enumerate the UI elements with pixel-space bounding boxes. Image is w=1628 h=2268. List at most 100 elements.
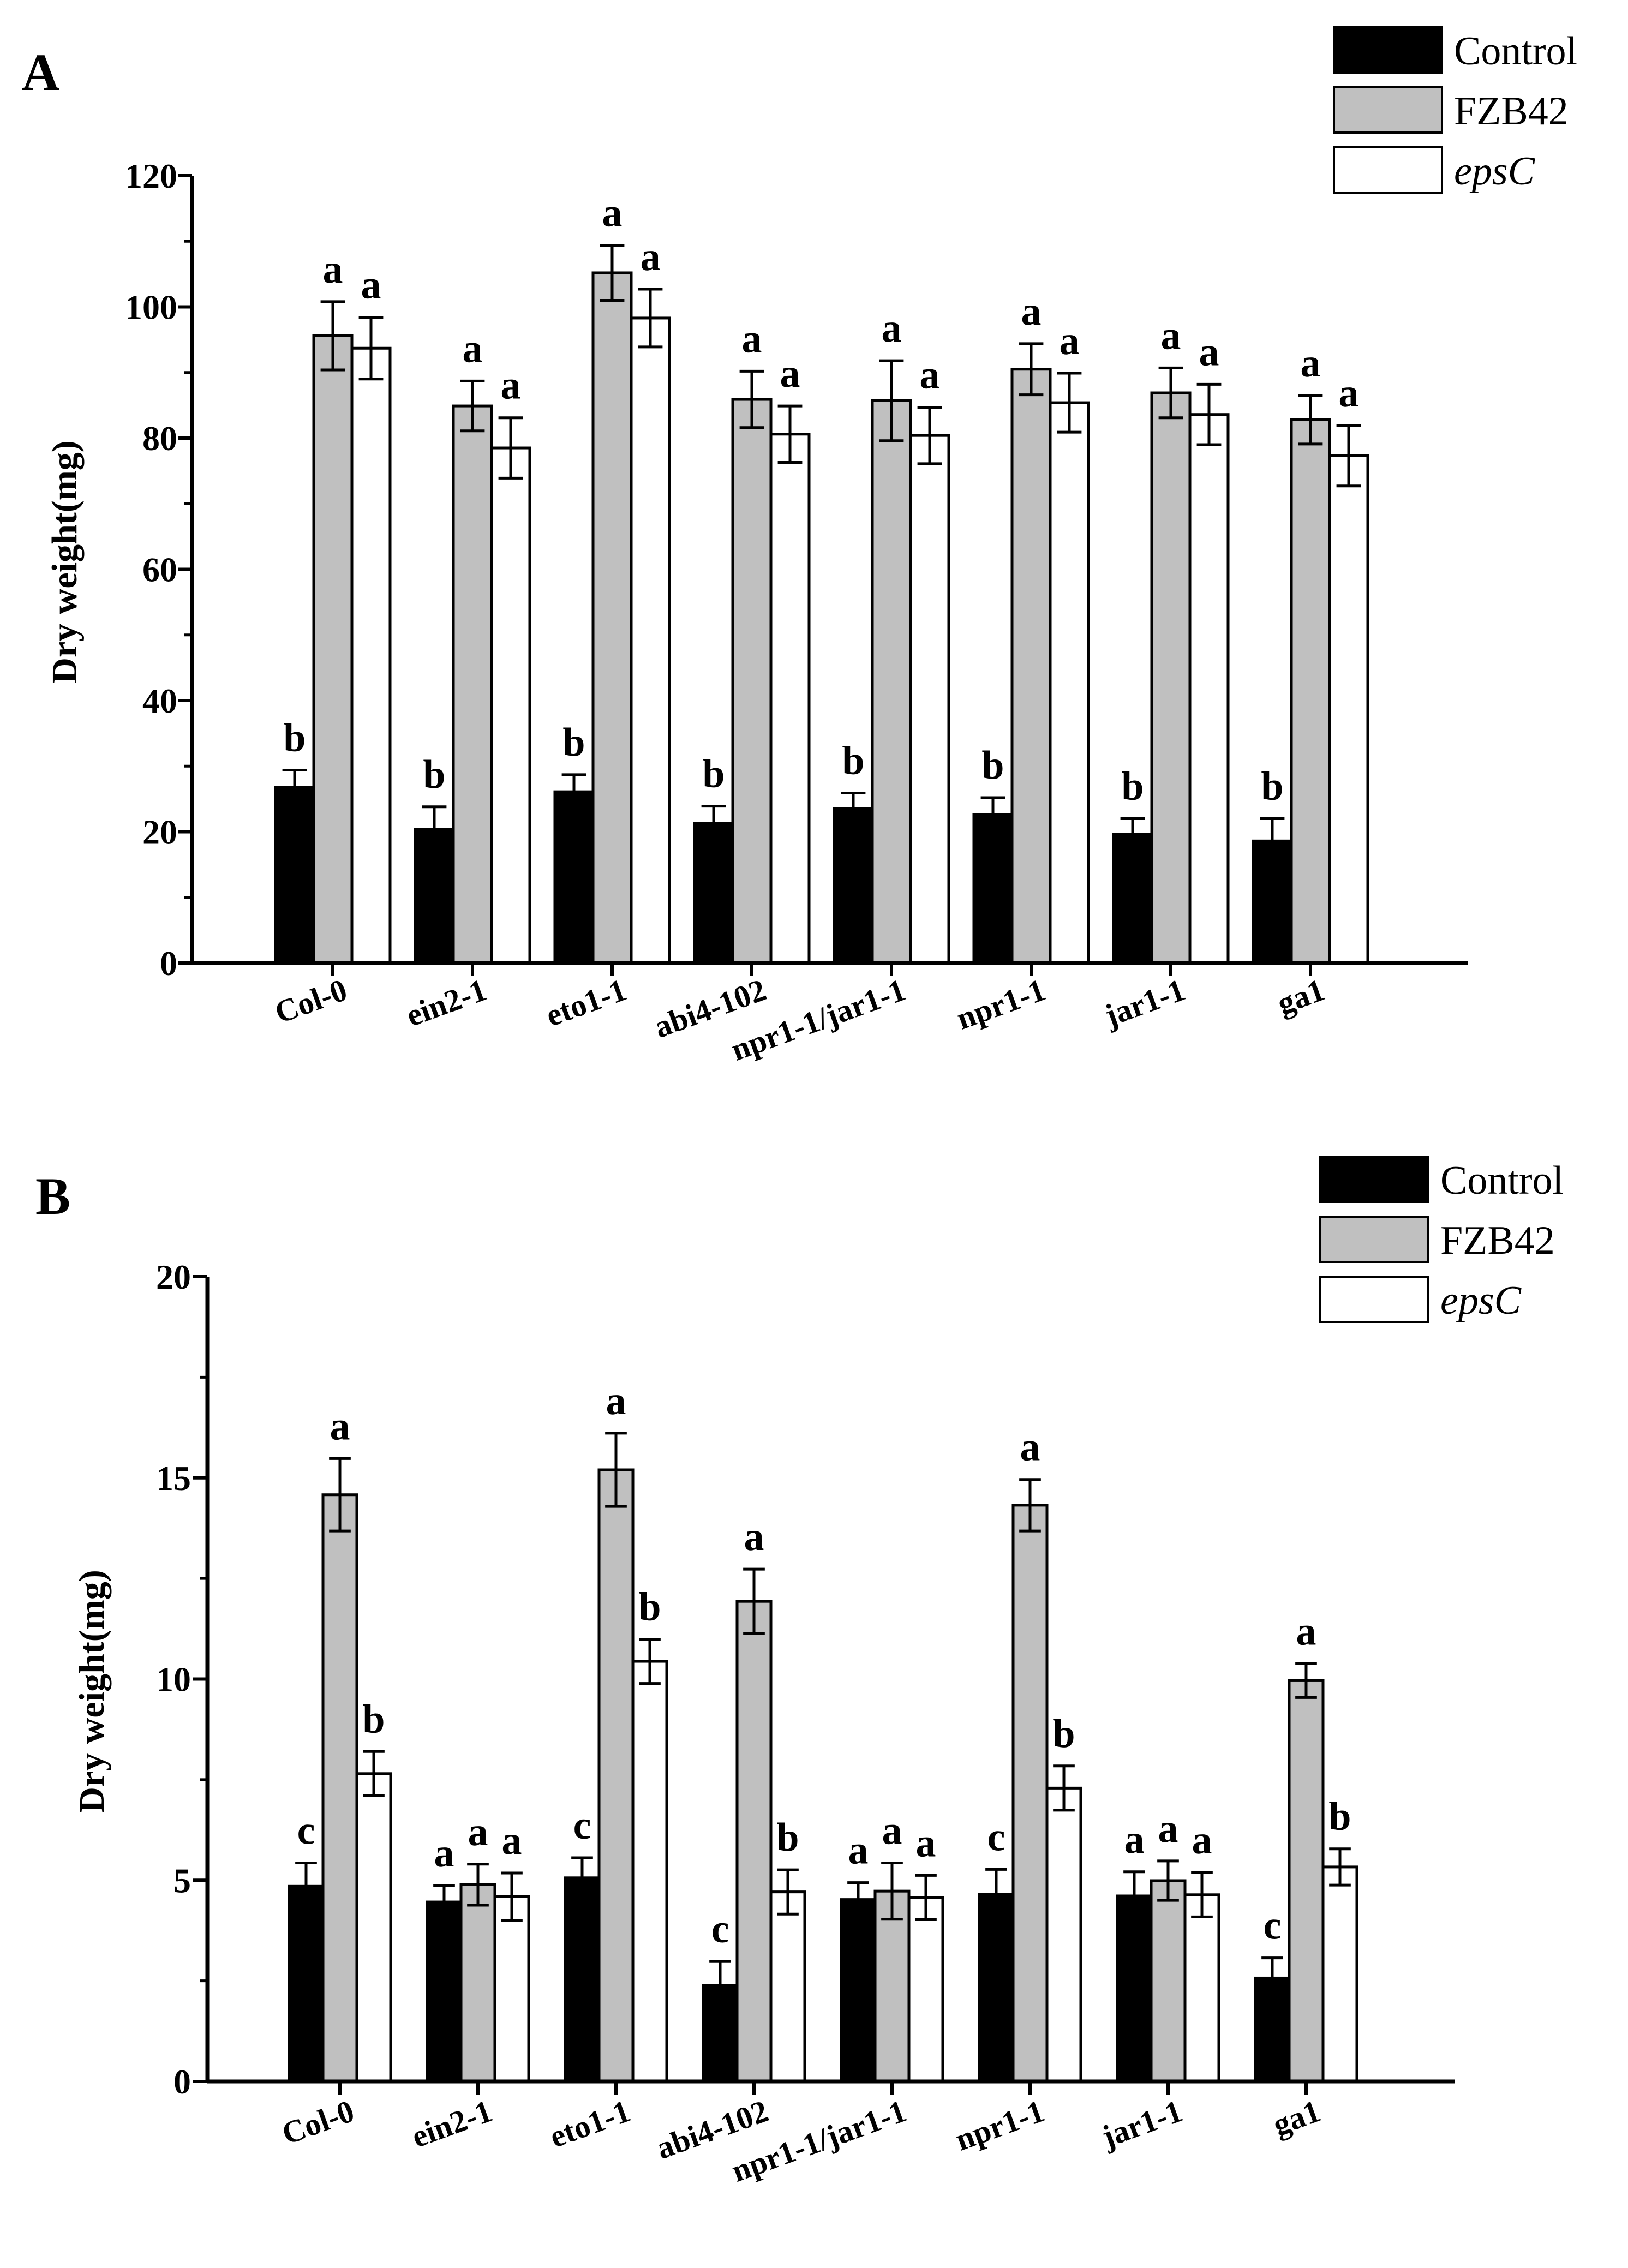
panel-a-label: A: [22, 43, 59, 101]
panel-b: B Control FZB42 epsC Dry weight(mg) 0 5 10…: [35, 1156, 1564, 2189]
panel-a-sig-letter-control-2: b: [562, 720, 585, 765]
panel-a-sig-letter-fzb42-3: a: [742, 316, 762, 361]
panel-a-sig-letter-epsc-7: a: [1339, 371, 1359, 416]
panel-b-bar-epsc-7: [1321, 1865, 1358, 2083]
legend-b-epsc-swatch: [1319, 1276, 1429, 1323]
panel-a-bar-fzb42-0: [312, 334, 354, 965]
panel-a-sig-letter-fzb42-6: a: [1161, 313, 1181, 358]
panel-b-bar-epsc-2: [631, 1660, 668, 2083]
panel-a-bar-epsc-3: [769, 433, 811, 965]
panel-b-y-axis-label: Dry weight(mg): [72, 1570, 112, 1812]
panel-b-sig-letter-epsc-3: b: [776, 1815, 799, 1860]
panel-b-bar-fzb42-7: [1288, 1679, 1325, 2083]
panel-b-bar-control-4: [840, 1898, 877, 2083]
panel-a-sig-letter-control-3: b: [702, 752, 725, 797]
panel-a-bar-control-3: [693, 822, 734, 965]
panel-b-sig-letter-control-0: c: [297, 1809, 315, 1853]
legend-b-control-label: Control: [1440, 1158, 1564, 1203]
panel-b-bar-epsc-0: [355, 1772, 392, 2083]
panel-b-category-label-6: jar1-1: [1097, 2093, 1187, 2155]
panel-a-sig-letter-fzb42-5: a: [1021, 289, 1042, 334]
panel-a-y-tick-label-6: 120: [125, 157, 177, 195]
panel-a-bar-epsc-0: [350, 346, 392, 965]
panel-a-sig-letter-control-6: b: [1121, 764, 1144, 809]
panel-b-category-label-7: ga1: [1268, 2093, 1325, 2143]
legend-a-control-label: Control: [1454, 29, 1577, 74]
panel-a-sig-letter-control-1: b: [423, 752, 445, 797]
panel-b-sig-letter-control-6: a: [1124, 1817, 1145, 1862]
panel-b-bar-control-0: [288, 1884, 325, 2083]
panel-a-sig-letter-epsc-4: a: [920, 352, 940, 397]
panel-a-sig-letter-epsc-6: a: [1199, 330, 1219, 374]
panel-b-category-label-2: eto1-1: [545, 2093, 635, 2155]
panel-a-bar-fzb42-3: [731, 398, 773, 965]
panel-b-bar-epsc-1: [493, 1895, 530, 2083]
legend-b-control-swatch: [1319, 1156, 1429, 1203]
legend-b-fzb42-swatch: [1319, 1216, 1429, 1263]
panel-b-sig-letter-fzb42-4: a: [882, 1809, 902, 1853]
panel-a-y-axis-label: Dry weight(mg): [45, 440, 85, 683]
panel-a-sig-letter-control-4: b: [842, 739, 864, 783]
legend-b-epsc-label: epsC: [1440, 1278, 1522, 1323]
panel-a-bar-fzb42-6: [1150, 391, 1192, 965]
panel-a-bar-control-0: [274, 786, 315, 965]
panel-a-category-label-0: Col-0: [270, 972, 351, 1030]
panel-b-bar-epsc-5: [1045, 1786, 1082, 2083]
panel-b-y-tick-label-4: 20: [156, 1258, 191, 1296]
panel-b-bar-epsc-4: [907, 1896, 944, 2083]
panel-b-sig-letter-control-7: c: [1264, 1904, 1282, 1948]
panel-b-bar-fzb42-3: [735, 1600, 773, 2083]
panel-a-y-tick-label-0: 0: [160, 944, 177, 983]
panel-b-sig-letter-epsc-4: a: [916, 1821, 936, 1865]
panel-b-sig-letter-fzb42-0: a: [330, 1404, 350, 1449]
legend-a-epsc-swatch: [1333, 146, 1443, 194]
panel-b-sig-letter-epsc-6: a: [1192, 1818, 1212, 1863]
panel-a-bar-control-5: [972, 813, 1014, 965]
panel-a-category-label-1: ein2-1: [402, 972, 492, 1033]
panel-a-sig-letter-control-7: b: [1261, 764, 1283, 809]
panel-b-bar-fzb42-5: [1011, 1504, 1049, 2083]
panel-b-sig-letter-epsc-5: b: [1052, 1712, 1075, 1756]
panel-a-bar-epsc-7: [1328, 454, 1369, 965]
panel-a-sig-letter-epsc-1: a: [501, 363, 521, 408]
panel-b-y-tick-label-3: 15: [156, 1459, 191, 1498]
panel-a-bar-control-6: [1112, 833, 1153, 965]
panel-b-sig-letter-control-3: c: [711, 1907, 729, 1952]
panel-b-bar-fzb42-2: [597, 1468, 635, 2083]
panel-a-sig-letter-fzb42-1: a: [463, 326, 483, 371]
panel-a-sig-letter-epsc-0: a: [361, 263, 381, 308]
panel-b-sig-letter-fzb42-5: a: [1020, 1425, 1040, 1470]
panel-a-sig-letter-fzb42-4: a: [882, 306, 902, 351]
panel-a-bar-fzb42-1: [452, 404, 493, 965]
panel-b-category-label-0: Col-0: [277, 2093, 358, 2151]
panel-a-bar-fzb42-4: [871, 399, 912, 965]
panel-a-sig-letter-fzb42-0: a: [323, 247, 343, 292]
panel-a-legend: Control FZB42 epsC: [1333, 26, 1577, 194]
panel-a: A Control FZB42 epsC Dry weight(mg) 0 20 4…: [22, 26, 1577, 1068]
panel-b-sig-letter-fzb42-1: a: [468, 1810, 488, 1854]
panel-a-bar-control-4: [833, 807, 874, 965]
panel-b-sig-letter-epsc-7: b: [1328, 1794, 1351, 1839]
legend-b-fzb42-label: FZB42: [1440, 1218, 1555, 1263]
panel-a-sig-letter-epsc-5: a: [1060, 319, 1080, 363]
panel-b-sig-letter-epsc-1: a: [502, 1818, 522, 1863]
panel-a-category-label-2: eto1-1: [541, 972, 631, 1033]
panel-b-label: B: [35, 1167, 70, 1225]
panel-b-bar-control-2: [564, 1876, 601, 2083]
legend-a-control-swatch: [1333, 26, 1443, 74]
panel-b-bar-control-6: [1116, 1894, 1153, 2083]
panel-a-bar-fzb42-2: [591, 271, 633, 965]
panel-b-sig-letter-control-2: c: [573, 1803, 591, 1848]
panel-a-y-tick-label-4: 80: [142, 419, 177, 458]
panel-b-bar-fzb42-6: [1150, 1879, 1187, 2083]
panel-b-sig-letter-fzb42-2: a: [606, 1379, 626, 1423]
panel-a-sig-letter-control-0: b: [283, 715, 306, 760]
panel-b-sig-letter-fzb42-6: a: [1158, 1806, 1178, 1851]
panel-a-y-tick-label-1: 20: [142, 813, 177, 852]
panel-a-bar-epsc-4: [909, 434, 950, 965]
panel-a-sig-letter-epsc-3: a: [780, 351, 800, 396]
panel-b-sig-letter-fzb42-7: a: [1296, 1609, 1316, 1654]
panel-b-sig-letter-epsc-0: b: [362, 1697, 385, 1742]
